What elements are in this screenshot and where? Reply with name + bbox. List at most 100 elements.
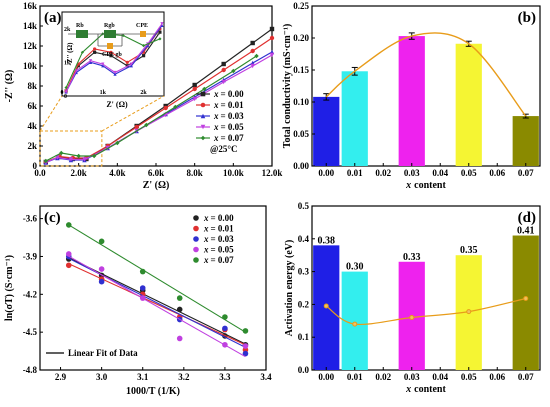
panel-a-inset-point [109,50,113,54]
panel-a-inset-xtick: 0 [61,90,64,96]
panel-a-inset-point [101,64,105,68]
panel-c-xtick-label: 2.9 [55,372,67,382]
panel-a-point [231,68,236,74]
panel-d-activation: 0.38 0.30 0.33 0.35 0.41(d) 0.00 0.01 0.02 0.03 0… [284,201,541,395]
panel-c-point [176,306,183,313]
panel-a-inset-point [142,54,146,58]
panel-a-zoom-connector [101,95,165,132]
panel-a-point [202,86,207,92]
panel-a-point [115,140,120,146]
panel-d-data-label: 0.33 [403,252,421,263]
panel-a-inset-point [129,62,133,66]
panel-d-ytick-label: 0.1 [298,332,310,342]
panel-d-frame [311,205,541,371]
panel-c-point [98,238,105,245]
xlabel-rest: content [414,384,446,395]
panel-a-point [250,48,255,54]
panel-a-legend-entry: x = 0.07 [213,133,244,143]
panel-c-point [98,278,105,285]
panel-c-point [65,262,72,269]
panel-a-legend-entry: x = 0.05 [213,122,244,132]
panel-d-label: (d) [518,210,536,226]
panel-d-xlabel: x content [405,384,446,395]
panel-d-xtick-label: 0.07 [518,372,534,382]
panel-c-ytick-label: -4.8 [23,365,38,375]
panel-c-xtick-label: 3.1 [137,372,149,382]
panel-c-fit-line [68,224,246,333]
panel-a-ytick-label: 6k [27,101,37,111]
panel-b-xtick-label: 0.01 [347,168,363,178]
panel-d-trend-point [523,295,529,301]
panel-b-ytick-label: 0.25 [293,1,309,11]
panel-a-point [59,150,64,156]
panel-c-point [139,295,146,301]
panel-d-ylabel: Activation energy (eV) [284,240,295,337]
panel-d-ytick-label: 0.3 [298,267,310,277]
panel-a-inset-ylabel: -Z'' (Ω) [66,42,74,66]
panel-d-ytick-label: 0.0 [298,365,310,375]
circuit-label-cpe: CPE [136,23,148,29]
panel-c-legend-marker [193,246,199,253]
panel-a-inset-point [64,86,68,90]
panel-a-circuit: Rb Rgb CPE gb CPE [68,23,160,58]
legend-val: = 0.07 [211,255,235,265]
panel-a-inset-point [93,47,97,51]
panel-c-point [242,328,249,334]
panel-a-inset-point [74,69,78,73]
circuit-resistor-rgb [104,30,116,38]
legend-val: = 0.01 [221,100,245,110]
panel-c-point [176,335,183,342]
panel-d-trend-point [323,303,329,309]
panel-a-inset-point [142,44,146,48]
panel-a-temp-note: @25°C [210,144,237,154]
panel-d-xtick-label: 0.06 [489,372,505,382]
panel-a-point [43,158,48,164]
legend-val: = 0.00 [221,89,245,99]
panel-b-ytick-label: 0.15 [293,65,309,75]
panel-d-bar [512,235,539,370]
panel-a-inset-point [160,22,164,26]
panel-b-bar [455,43,482,167]
panel-a-point [82,157,87,162]
panel-a-point [192,86,197,92]
panel-b-xtick-label: 0.07 [518,168,534,178]
panel-d-ytick-label: 0.4 [298,234,310,244]
panel-a-legend-entry: x = 0.00 [213,89,244,99]
panel-a-inset-ytick: 1k [64,60,71,66]
panel-a-ytick-label: 14k [23,21,37,31]
legend-var: x [203,213,209,223]
panel-d-data-label: 0.35 [460,245,478,256]
panel-d-trend-point [352,321,358,327]
panel-c-xtick-label: 3.0 [96,372,108,382]
panel-d-xtick-label: 0.01 [347,372,363,382]
legend-var: x [213,133,219,143]
panel-a-point [76,153,81,159]
panel-a-ylabel: -Z'' (Ω) [4,70,15,103]
panel-c-label: (c) [44,210,61,226]
panel-a-xtick-label: 10.0k [223,168,244,178]
panel-c-xlabel: 1000/T (1/K) [126,386,180,397]
panel-c-point [139,268,146,275]
panel-a-zoom-connector [39,95,63,132]
legend-val: = 0.05 [211,245,235,255]
panel-a-ytick-label: 4k [27,121,37,131]
panel-c-fit-line [68,257,246,345]
panel-a-inset-point [64,90,68,94]
panel-a-inset-point [113,72,117,76]
panel-c-ytick-label: -3.6 [23,214,38,224]
panel-a-point [250,63,255,69]
panel-a-point [250,40,255,46]
panel-c-point [65,251,72,257]
legend-var: x [213,100,219,110]
panel-c-fit-legend-label: Linear Fit of Data [68,348,138,358]
panel-a-point [221,61,226,67]
panel-a-inset-point [76,64,80,68]
panel-c-legend-marker [193,225,199,232]
panel-a-xtick-label: 4.0k [109,168,125,178]
panel-a-legend-marker [200,113,206,119]
panel-a-xtick-label: 0.0 [34,168,46,178]
panel-a-point [163,105,168,111]
panel-a-inset-point [88,59,93,63]
panel-c-legend-entry: x = 0.03 [203,234,234,244]
panel-d-xtick-label: 0.05 [461,372,477,382]
